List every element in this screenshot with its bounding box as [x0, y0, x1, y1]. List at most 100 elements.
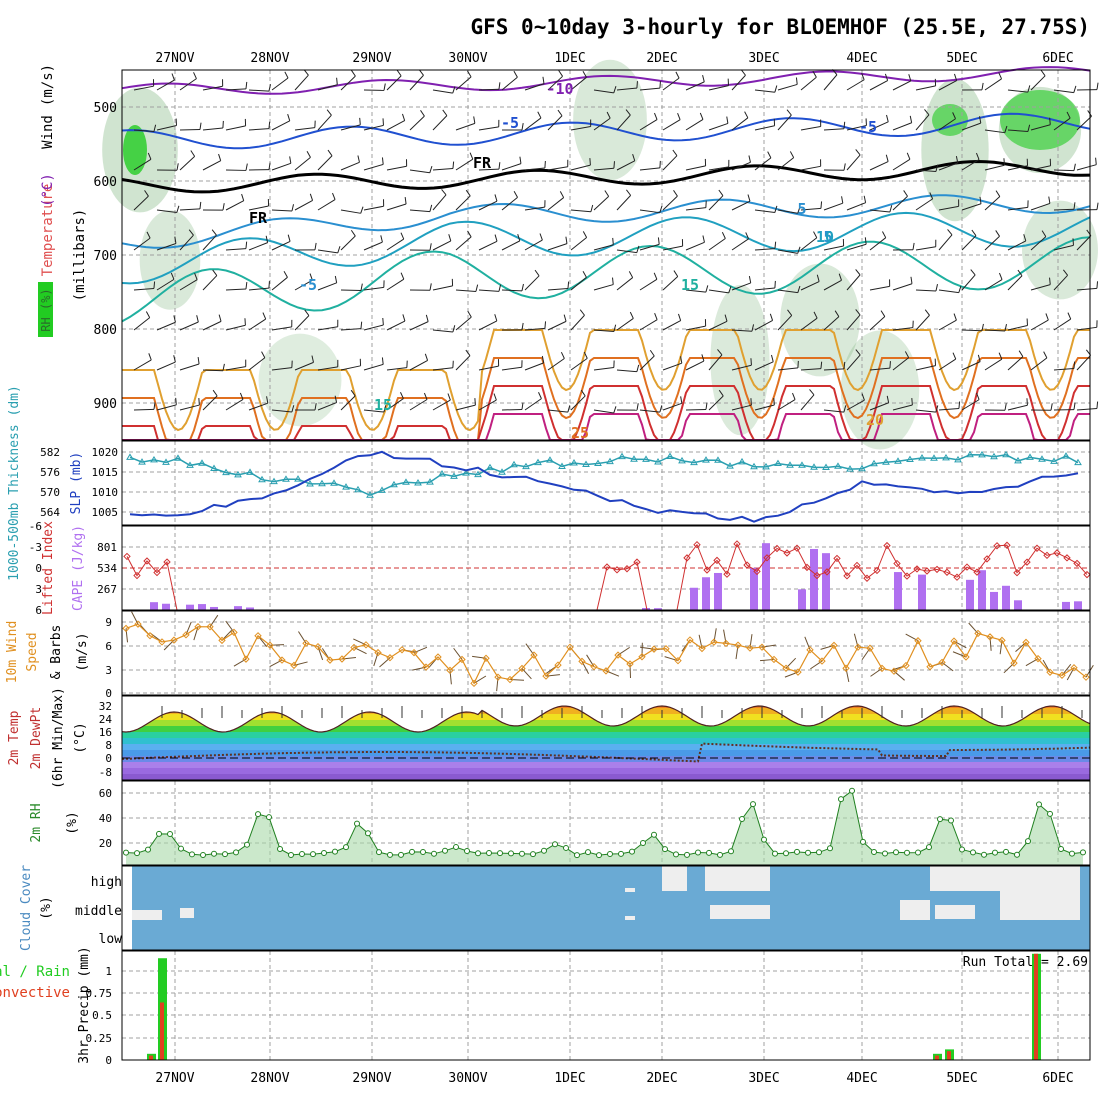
wind-barb-flag — [452, 86, 456, 94]
rh-point — [1080, 849, 1086, 856]
thickness-point — [846, 465, 854, 472]
thickness-tick: 576 — [40, 466, 60, 479]
date-label-top: 29NOV — [352, 51, 391, 66]
wind-barb — [846, 202, 866, 211]
wind-barb — [547, 115, 563, 131]
thickness-point — [1074, 458, 1082, 466]
rh-point — [640, 839, 646, 846]
cape-bar — [798, 589, 806, 610]
wind-barb — [662, 119, 681, 131]
wind-barb-flag — [424, 353, 429, 361]
wind-barb-flag — [613, 324, 617, 332]
wind-barb-flag — [604, 190, 610, 197]
wind-speed-point — [686, 636, 694, 644]
wind-barb-flag — [649, 349, 655, 357]
thickness-point — [834, 462, 842, 469]
wind-barb-flag — [517, 234, 521, 242]
wind-barb — [662, 195, 678, 211]
cloud-patch — [132, 910, 162, 920]
wind-barb — [1076, 287, 1097, 291]
cape-bar — [810, 548, 818, 610]
lifted-index-point — [883, 541, 891, 550]
wind-barb — [271, 409, 292, 413]
wind-barb-flag — [812, 70, 817, 78]
wind-barb — [616, 114, 631, 131]
rh-point — [717, 851, 723, 858]
wind-barb-flag — [211, 229, 217, 236]
wind-barb-flag — [903, 190, 908, 197]
rh-point — [156, 830, 162, 837]
wind-barb — [294, 74, 309, 91]
wind-barb-flag — [465, 349, 471, 356]
thickness-point — [414, 478, 422, 486]
temp-band — [122, 774, 1090, 781]
wind-barb — [363, 124, 384, 131]
wind-barb — [616, 277, 633, 291]
cape-bar — [918, 574, 926, 610]
wind-speed-point — [854, 643, 862, 651]
wind-barb-flag — [1040, 69, 1046, 77]
temp-tick: 16 — [99, 726, 112, 739]
temp-band — [122, 756, 1090, 763]
wind-barb-flag — [911, 397, 913, 406]
wind-barb — [754, 287, 775, 291]
wind-barb — [685, 118, 704, 131]
wind-speed-point — [542, 672, 550, 680]
wind-barb — [708, 320, 728, 331]
wind-barb-flag — [855, 149, 861, 156]
wind-barb-flag — [1045, 313, 1049, 321]
thickness-point — [270, 477, 278, 485]
wind-barb-flag — [359, 117, 361, 125]
wind-barb-flag — [563, 314, 567, 322]
wind-barb — [593, 329, 614, 332]
cloud-patch — [935, 905, 975, 919]
rh-point — [552, 841, 558, 848]
wind10-panel: 9 6 3 0 10m Wind Speed & Barbs (m/s) — [5, 610, 1094, 700]
wind-barb — [478, 168, 500, 171]
wind-barb — [961, 274, 976, 291]
rh-point — [959, 846, 965, 853]
wind-barb-flag — [521, 123, 524, 131]
wind-barb — [731, 282, 751, 291]
wind-barb — [823, 409, 844, 413]
wind-barb-flag — [632, 153, 636, 161]
wind-barb-flag — [855, 349, 861, 356]
wind-barb-flag — [861, 393, 865, 401]
wind-barb — [386, 320, 406, 331]
wind-barb — [846, 314, 861, 331]
contour-label: 15 — [681, 276, 699, 294]
rh-point — [266, 814, 272, 821]
wind-barb — [1053, 275, 1068, 291]
wind-barb-flag — [402, 314, 406, 322]
wind-barb-flag — [792, 392, 796, 400]
wind-barb — [570, 76, 587, 91]
temp-mask — [122, 696, 1090, 732]
contour-label: 5 — [797, 200, 806, 218]
sounding-ylabel-units: (millibars) — [72, 209, 88, 302]
wind-barb-flag — [153, 281, 156, 289]
wind-barb — [179, 404, 200, 411]
cape-bar — [162, 603, 170, 610]
wind-speed-point — [614, 651, 622, 659]
thickness-point — [630, 455, 638, 462]
wind-barb — [1030, 124, 1051, 131]
wind-barb — [363, 241, 383, 251]
wind-ylabel-part: 10m Wind — [5, 621, 20, 684]
wind-barb-flag — [774, 85, 778, 93]
wind-barb-flag — [175, 397, 177, 405]
cape-bar — [1074, 601, 1082, 610]
thickness-point — [222, 468, 230, 476]
run-total-label: Run Total = 2.69 — [963, 955, 1088, 970]
wind-barb-flag — [222, 203, 225, 211]
rh-point — [233, 849, 239, 856]
li-ylabel: Lifted Index — [41, 521, 56, 615]
wind-barb — [662, 155, 678, 171]
wind-barb — [616, 195, 632, 211]
lifted-index-point — [683, 554, 691, 562]
date-label-top: 28NOV — [250, 51, 289, 66]
wind-barb-flag — [717, 349, 723, 356]
wind-barb-flag — [861, 73, 865, 80]
wind-barb-flag — [441, 189, 447, 196]
wind-barb — [570, 237, 587, 251]
wind-barb — [547, 243, 568, 251]
